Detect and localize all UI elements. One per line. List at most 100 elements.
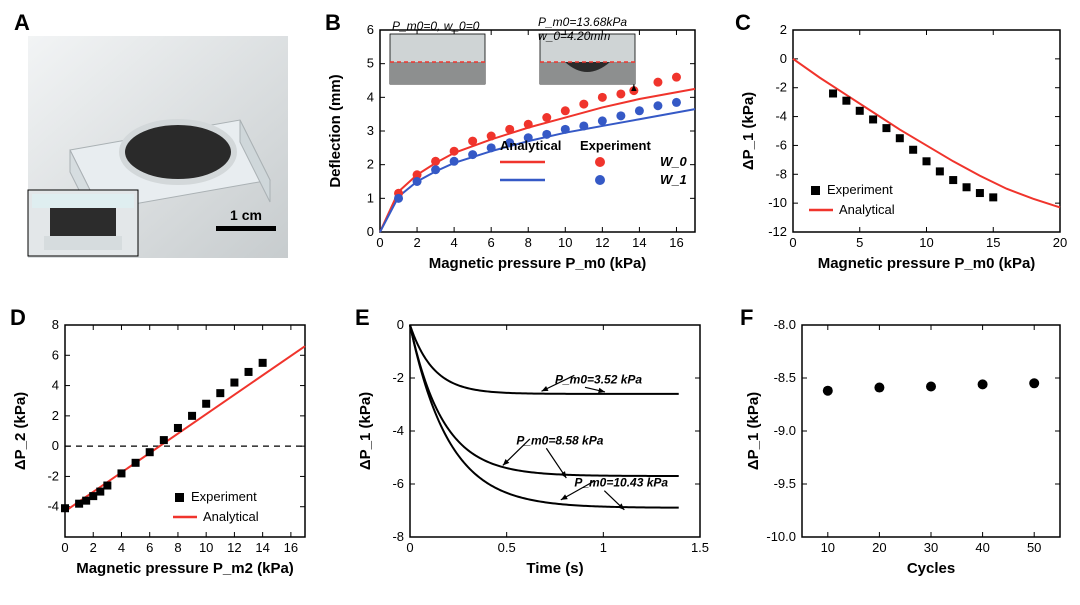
- svg-text:12: 12: [227, 540, 241, 555]
- svg-text:Magnetic pressure P_m0 (kPa): Magnetic pressure P_m0 (kPa): [429, 255, 647, 272]
- svg-text:2: 2: [52, 408, 59, 423]
- svg-text:-9.5: -9.5: [774, 476, 796, 491]
- svg-text:20: 20: [872, 540, 886, 555]
- svg-text:0: 0: [367, 224, 374, 239]
- svg-text:50: 50: [1027, 540, 1041, 555]
- svg-text:6: 6: [367, 22, 374, 37]
- svg-text:6: 6: [146, 540, 153, 555]
- panel-C-chart: 05101520-12-10-8-6-4-202Magnetic pressur…: [735, 10, 1070, 275]
- svg-text:ΔP_1 (kPa): ΔP_1 (kPa): [740, 92, 757, 170]
- svg-text:W_0: W_0: [660, 154, 688, 169]
- svg-text:-12: -12: [768, 224, 787, 239]
- panel-F-chart: 1020304050-10.0-9.5-9.0-8.5-8.0CyclesΔP_…: [740, 305, 1070, 585]
- svg-text:Analytical: Analytical: [839, 202, 895, 217]
- svg-text:-8: -8: [775, 166, 787, 181]
- svg-text:ΔP_1 (kPa): ΔP_1 (kPa): [357, 392, 374, 470]
- svg-text:12: 12: [595, 235, 609, 250]
- svg-text:2: 2: [780, 22, 787, 37]
- panel-A: A 1 cm: [10, 10, 300, 260]
- svg-text:P_m0=13.68kPa: P_m0=13.68kPa: [538, 15, 627, 29]
- svg-text:0: 0: [406, 540, 413, 555]
- panel-B-label: B: [325, 10, 341, 36]
- svg-text:0: 0: [789, 235, 796, 250]
- panel-A-photo: 1 cm: [10, 10, 300, 260]
- svg-text:1.5: 1.5: [691, 540, 709, 555]
- svg-text:2: 2: [90, 540, 97, 555]
- panel-B-chart: 02468101214160123456Magnetic pressure P_…: [325, 10, 705, 275]
- svg-text:Magnetic pressure P_m2 (kPa): Magnetic pressure P_m2 (kPa): [76, 560, 294, 577]
- svg-text:4: 4: [118, 540, 125, 555]
- svg-text:1: 1: [367, 190, 374, 205]
- svg-text:-8: -8: [392, 529, 404, 544]
- svg-text:10: 10: [199, 540, 213, 555]
- svg-text:P_m0=10.43 kPa: P_m0=10.43 kPa: [574, 476, 668, 490]
- svg-text:-4: -4: [47, 499, 59, 514]
- svg-text:16: 16: [669, 235, 683, 250]
- svg-text:2: 2: [413, 235, 420, 250]
- svg-text:P_m0=3.52 kPa: P_m0=3.52 kPa: [555, 372, 642, 386]
- panel-F: F 1020304050-10.0-9.5-9.0-8.5-8.0CyclesΔ…: [740, 305, 1070, 585]
- svg-text:10: 10: [821, 540, 835, 555]
- svg-text:14: 14: [632, 235, 646, 250]
- svg-text:0.5: 0.5: [498, 540, 516, 555]
- svg-text:W_1: W_1: [660, 172, 687, 187]
- svg-text:8: 8: [525, 235, 532, 250]
- svg-text:Experiment: Experiment: [580, 138, 651, 153]
- svg-text:-4: -4: [392, 423, 404, 438]
- svg-text:Analytical: Analytical: [500, 138, 561, 153]
- svg-text:0: 0: [397, 317, 404, 332]
- svg-text:10: 10: [919, 235, 933, 250]
- svg-text:3: 3: [367, 123, 374, 138]
- scale-bar-label: 1 cm: [230, 207, 262, 223]
- panel-A-label: A: [14, 10, 30, 36]
- svg-text:-4: -4: [775, 109, 787, 124]
- svg-text:ΔP_2 (kPa): ΔP_2 (kPa): [12, 392, 29, 470]
- panel-D-label: D: [10, 305, 26, 331]
- svg-text:10: 10: [558, 235, 572, 250]
- panel-E: E 00.511.5-8-6-4-20Time (s)ΔP_1 (kPa)P_m…: [355, 305, 710, 585]
- svg-text:Experiment: Experiment: [191, 489, 257, 504]
- svg-text:4: 4: [451, 235, 458, 250]
- svg-text:w_0=4.20mm: w_0=4.20mm: [538, 29, 610, 43]
- svg-text:Cycles: Cycles: [907, 560, 955, 577]
- svg-text:16: 16: [284, 540, 298, 555]
- svg-text:-10: -10: [768, 195, 787, 210]
- svg-text:8: 8: [174, 540, 181, 555]
- svg-text:6: 6: [52, 347, 59, 362]
- panel-E-label: E: [355, 305, 370, 331]
- svg-text:-10.0: -10.0: [766, 529, 796, 544]
- svg-text:5: 5: [856, 235, 863, 250]
- svg-text:-8.5: -8.5: [774, 370, 796, 385]
- svg-text:Deflection (mm): Deflection (mm): [327, 74, 344, 187]
- svg-text:Experiment: Experiment: [827, 182, 893, 197]
- svg-text:40: 40: [975, 540, 989, 555]
- svg-text:14: 14: [255, 540, 269, 555]
- svg-text:-6: -6: [392, 476, 404, 491]
- svg-text:P_m0=8.58 kPa: P_m0=8.58 kPa: [516, 433, 603, 447]
- svg-text:20: 20: [1053, 235, 1067, 250]
- svg-text:0: 0: [780, 51, 787, 66]
- panel-D: D 0 2 4 6 8 10 12 14 16 -4 -2 0 2 4 6 8 Magnetic pressur…: [10, 305, 315, 585]
- svg-text:8: 8: [52, 317, 59, 332]
- svg-text:Magnetic pressure P_m0 (kPa): Magnetic pressure P_m0 (kPa): [818, 255, 1036, 272]
- panel-D-chart: 0 2 4 6 8 10 12 14 16 -4 -2 0 2 4 6 8 Magnetic pressure …: [10, 305, 315, 585]
- svg-text:P_m0=0, w_0=0: P_m0=0, w_0=0: [392, 19, 480, 33]
- panel-C: C 05101520-12-10-8-6-4-202Magnetic press…: [735, 10, 1070, 275]
- svg-text:0: 0: [376, 235, 383, 250]
- panel-B: B 02468101214160123456Magnetic pressure …: [325, 10, 705, 275]
- svg-text:-8.0: -8.0: [774, 317, 796, 332]
- svg-text:6: 6: [488, 235, 495, 250]
- svg-text:Time (s): Time (s): [526, 560, 583, 577]
- svg-text:0: 0: [52, 438, 59, 453]
- svg-text:1: 1: [600, 540, 607, 555]
- svg-text:-6: -6: [775, 137, 787, 152]
- svg-text:-2: -2: [775, 80, 787, 95]
- svg-text:0: 0: [61, 540, 68, 555]
- svg-text:-2: -2: [47, 468, 59, 483]
- svg-text:30: 30: [924, 540, 938, 555]
- svg-text:4: 4: [52, 378, 59, 393]
- svg-text:5: 5: [367, 56, 374, 71]
- panel-E-chart: 00.511.5-8-6-4-20Time (s)ΔP_1 (kPa)P_m0=…: [355, 305, 710, 585]
- svg-text:-9.0: -9.0: [774, 423, 796, 438]
- svg-text:4: 4: [367, 89, 374, 104]
